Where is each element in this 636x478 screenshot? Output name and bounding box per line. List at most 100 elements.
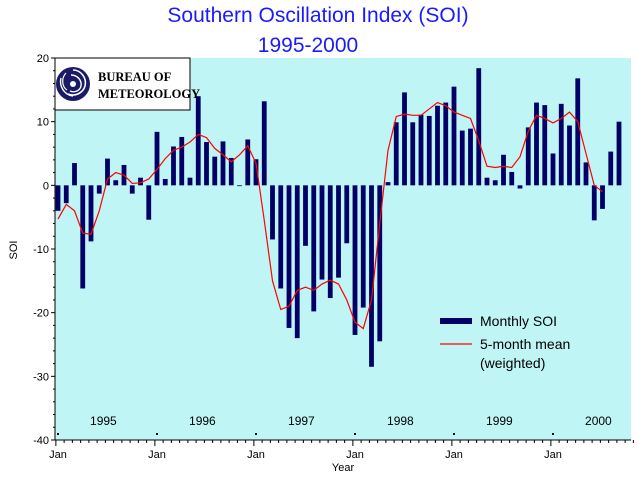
soi-bar (616, 121, 622, 186)
soi-bar (492, 180, 498, 186)
soi-bar (55, 185, 61, 211)
soi-bar (138, 177, 143, 186)
legend-line-label-1: 5-month mean (480, 336, 570, 352)
soi-bar (344, 185, 350, 244)
soi-bar (600, 185, 605, 209)
year-label: 1995 (90, 414, 117, 428)
soi-bar (402, 92, 407, 186)
soi-bar (393, 122, 399, 186)
soi-bar (443, 102, 449, 186)
mean-line (57, 101, 603, 330)
soi-bar (550, 153, 556, 186)
y-axis-label: SOI (8, 241, 20, 260)
soi-bar (426, 115, 432, 186)
soi-bar (360, 185, 366, 308)
soi-bar (468, 128, 473, 186)
year-marker (354, 433, 356, 435)
x-tick-label: Jan (148, 449, 166, 461)
soi-bar (517, 185, 523, 189)
soi-bar (435, 105, 440, 186)
y-tick-label: -40 (33, 435, 49, 447)
x-axis-label: Year (332, 462, 355, 474)
logo: BUREAU OF METEOROLOGY (54, 57, 200, 111)
soi-bar (195, 96, 201, 186)
soi-bar (567, 125, 572, 186)
logo-line2: METEOROLOGY (98, 87, 200, 101)
soi-bar (542, 105, 548, 186)
soi-bar (171, 146, 176, 186)
legend-bar-swatch (440, 318, 472, 324)
year-marker (453, 433, 455, 435)
soi-bar (410, 122, 416, 186)
year-label: 1999 (486, 414, 513, 428)
soi-bar (418, 114, 424, 186)
soi-bar (204, 142, 209, 186)
y-tick-label: 10 (37, 117, 49, 129)
soi-bar (162, 178, 168, 186)
soi-bar (608, 151, 614, 186)
soi-bar (501, 154, 506, 186)
soi-bar (286, 185, 292, 328)
x-tick-label: Jan (49, 449, 67, 461)
year-marker (552, 433, 554, 435)
soi-bar (96, 185, 102, 194)
soi-bar (63, 185, 69, 204)
soi-bar (253, 159, 259, 186)
soi-bar (154, 131, 160, 186)
soi-bar (591, 185, 597, 221)
bureau-of-meteorology-swirl-logo-icon (56, 67, 90, 101)
soi-bar (583, 162, 589, 186)
year-marker (255, 433, 257, 435)
soi-bar (245, 139, 251, 186)
soi-bar (237, 185, 242, 187)
soi-bar (88, 185, 94, 242)
soi-bar (558, 103, 564, 186)
year-label: 1998 (387, 414, 414, 428)
y-tick-label: 20 (37, 53, 49, 65)
soi-bar (319, 185, 325, 280)
soi-bar (459, 130, 465, 186)
soi-bar (212, 156, 218, 186)
y-tick-label: 0 (43, 180, 49, 192)
chart-title: Southern Oscillation Index (SOI) (167, 4, 469, 27)
soi-bar (278, 185, 284, 289)
soi-bar (270, 185, 275, 240)
soi-bar (327, 185, 333, 299)
soi-bar (146, 185, 152, 220)
soi-bar (369, 185, 374, 367)
y-tick-label: -20 (33, 308, 49, 320)
soi-bar (525, 127, 531, 186)
soi-bar (228, 157, 234, 186)
y-tick-label: -10 (33, 244, 49, 256)
year-label: 1997 (288, 414, 315, 428)
soi-bar (294, 185, 300, 339)
soi-bar (261, 101, 267, 186)
soi-bar (179, 136, 185, 186)
soi-bar (311, 185, 317, 312)
soi-bar (336, 185, 341, 278)
soi-bar (80, 185, 86, 289)
soi-bar (105, 158, 110, 186)
x-tick-label: Jan (544, 449, 562, 461)
legend-bar-label: Monthly SOI (480, 313, 557, 329)
bars-group (55, 68, 622, 367)
x-tick-label: Jan (247, 449, 265, 461)
soi-bar (72, 163, 77, 186)
logo-line1: BUREAU OF (98, 70, 172, 84)
soi-bar (509, 171, 515, 186)
year-marker (57, 433, 59, 435)
soi-bar (352, 185, 358, 335)
x-tick-label: Jan (346, 449, 364, 461)
soi-bar (484, 177, 490, 186)
soi-bar (129, 185, 135, 194)
soi-bar (113, 180, 119, 186)
year-marker (156, 433, 158, 435)
soi-bar (377, 185, 383, 342)
soi-bar (303, 185, 308, 246)
year-label: 1996 (189, 414, 216, 428)
soi-bar (187, 177, 193, 186)
y-tick-label: -30 (33, 371, 49, 383)
x-tick-label: Jan (445, 449, 463, 461)
